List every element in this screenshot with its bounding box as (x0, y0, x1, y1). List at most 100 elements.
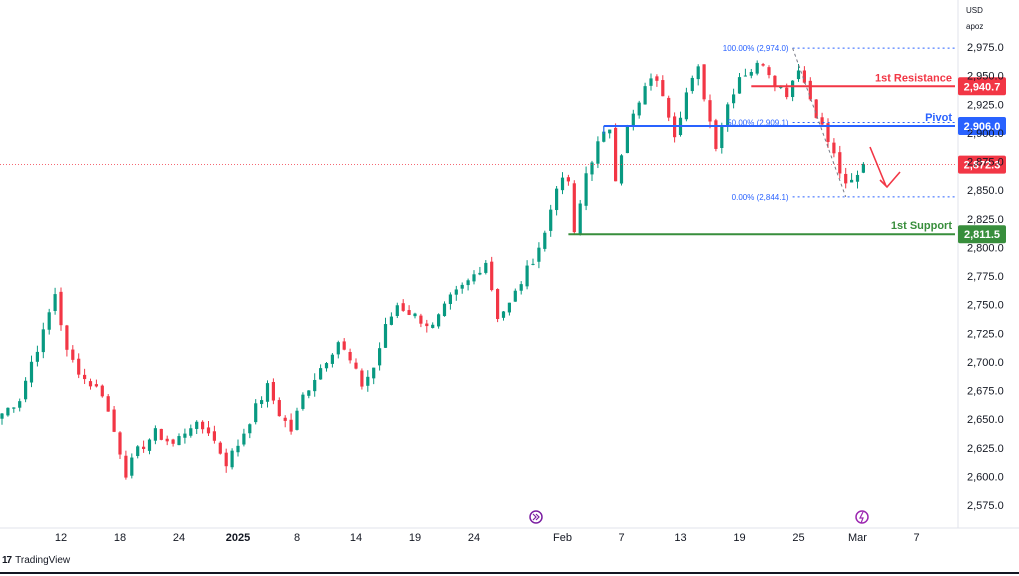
price-axis[interactable]: 2,575.0 2,600.0 2,625.0 2,650.0 2,675.0 2,700… (967, 42, 1004, 512)
candle (419, 313, 423, 328)
candle (496, 288, 500, 323)
candle (767, 65, 771, 79)
candle (519, 281, 523, 295)
candle (590, 160, 594, 181)
candle (566, 174, 570, 186)
candle (265, 380, 270, 408)
candle (330, 353, 334, 368)
candle (501, 310, 506, 321)
tradingview-mark-icon: 17 (2, 555, 12, 566)
candle (201, 420, 205, 434)
candle (708, 94, 712, 129)
candle (242, 428, 246, 447)
candle (454, 285, 458, 301)
candle (94, 379, 98, 388)
time-tick-label: 18 (114, 532, 126, 544)
candle (159, 428, 163, 441)
candle (690, 75, 694, 94)
event-lightning-icon[interactable] (855, 510, 869, 524)
candle (844, 167, 848, 189)
time-axis[interactable]: 12 18 24 2025 8 14 19 24 Feb 7 13 19 25 Mar 7 (55, 510, 920, 544)
candle (313, 373, 317, 397)
fib-level[interactable]: 0.00% (2,844.1) (732, 193, 955, 202)
time-tick-label: 12 (55, 532, 67, 544)
level-pivot[interactable]: Pivot 2,906.0 (603, 112, 1006, 136)
candle (808, 77, 812, 102)
candle (490, 256, 494, 292)
candle (442, 301, 447, 317)
candle (596, 136, 600, 169)
event-forward-icon[interactable] (529, 510, 543, 524)
time-tick-label: 13 (674, 532, 686, 544)
candle (407, 305, 411, 316)
candle (319, 364, 323, 380)
candle (737, 73, 742, 94)
candle (584, 166, 588, 211)
time-tick-label: Mar (848, 532, 867, 544)
candle (702, 64, 706, 102)
candle (236, 439, 240, 457)
candle (572, 180, 576, 235)
fib-level[interactable]: 100.00% (2,974.0) (723, 44, 955, 53)
candle (283, 415, 287, 428)
currency-code: USD (966, 6, 983, 15)
candle (555, 185, 559, 216)
candle (53, 287, 57, 315)
candle (88, 378, 93, 390)
fib-level[interactable]: 50.00% (2,909.1) (727, 118, 955, 127)
candle (271, 378, 275, 405)
level-1st-support[interactable]: 1st Support 2,811.5 (568, 220, 1006, 244)
candle (106, 394, 110, 412)
level-name: Pivot (925, 112, 952, 124)
candle (560, 172, 565, 195)
time-tick-label: Feb (553, 532, 572, 544)
candle (832, 138, 836, 158)
candle (248, 423, 252, 439)
time-tick-label: 2025 (226, 532, 250, 544)
candle (549, 204, 553, 237)
candle (147, 438, 152, 455)
candle (720, 122, 724, 154)
candle (65, 324, 69, 357)
candle (177, 433, 181, 446)
candle (378, 342, 382, 371)
level-price-tag (958, 77, 1006, 96)
candle (301, 392, 305, 411)
candle (18, 398, 22, 412)
candle (667, 95, 671, 122)
candle (749, 68, 753, 79)
tradingview-logo[interactable]: 17 TradingView (2, 555, 70, 566)
level-1st-resistance[interactable]: 1st Resistance 2,940.7 (751, 72, 1006, 96)
level-price-value: 2,940.7 (964, 81, 1001, 93)
candle (35, 345, 39, 367)
price-tick-label: 2,675.0 (967, 386, 1004, 398)
candle (578, 199, 582, 236)
candle (826, 118, 830, 148)
currency-note: apoz (966, 22, 984, 31)
candle (543, 230, 547, 252)
candle (6, 407, 10, 417)
candle (448, 292, 452, 310)
time-tick-label: 24 (173, 532, 185, 544)
candle (83, 368, 87, 385)
level-price-value: 2,811.5 (964, 229, 1000, 241)
candle (850, 173, 854, 183)
fib-label: 100.00% (2,974.0) (723, 44, 789, 53)
candle (395, 302, 399, 319)
price-tick-label: 2,750.0 (967, 300, 1004, 312)
candle (336, 340, 340, 359)
candle (183, 428, 187, 444)
forecast-down-arrow-icon (869, 146, 901, 189)
candle (342, 338, 346, 351)
candle (437, 313, 441, 329)
candle (761, 62, 765, 67)
candle (112, 405, 116, 433)
candle (537, 242, 541, 269)
price-tick-label: 2,900.0 (967, 128, 1004, 140)
price-tick-label: 2,875.0 (967, 157, 1004, 169)
candle (212, 425, 216, 444)
candle (324, 361, 329, 372)
time-tick-label: 24 (468, 532, 480, 544)
level-name: 1st Support (891, 220, 952, 232)
